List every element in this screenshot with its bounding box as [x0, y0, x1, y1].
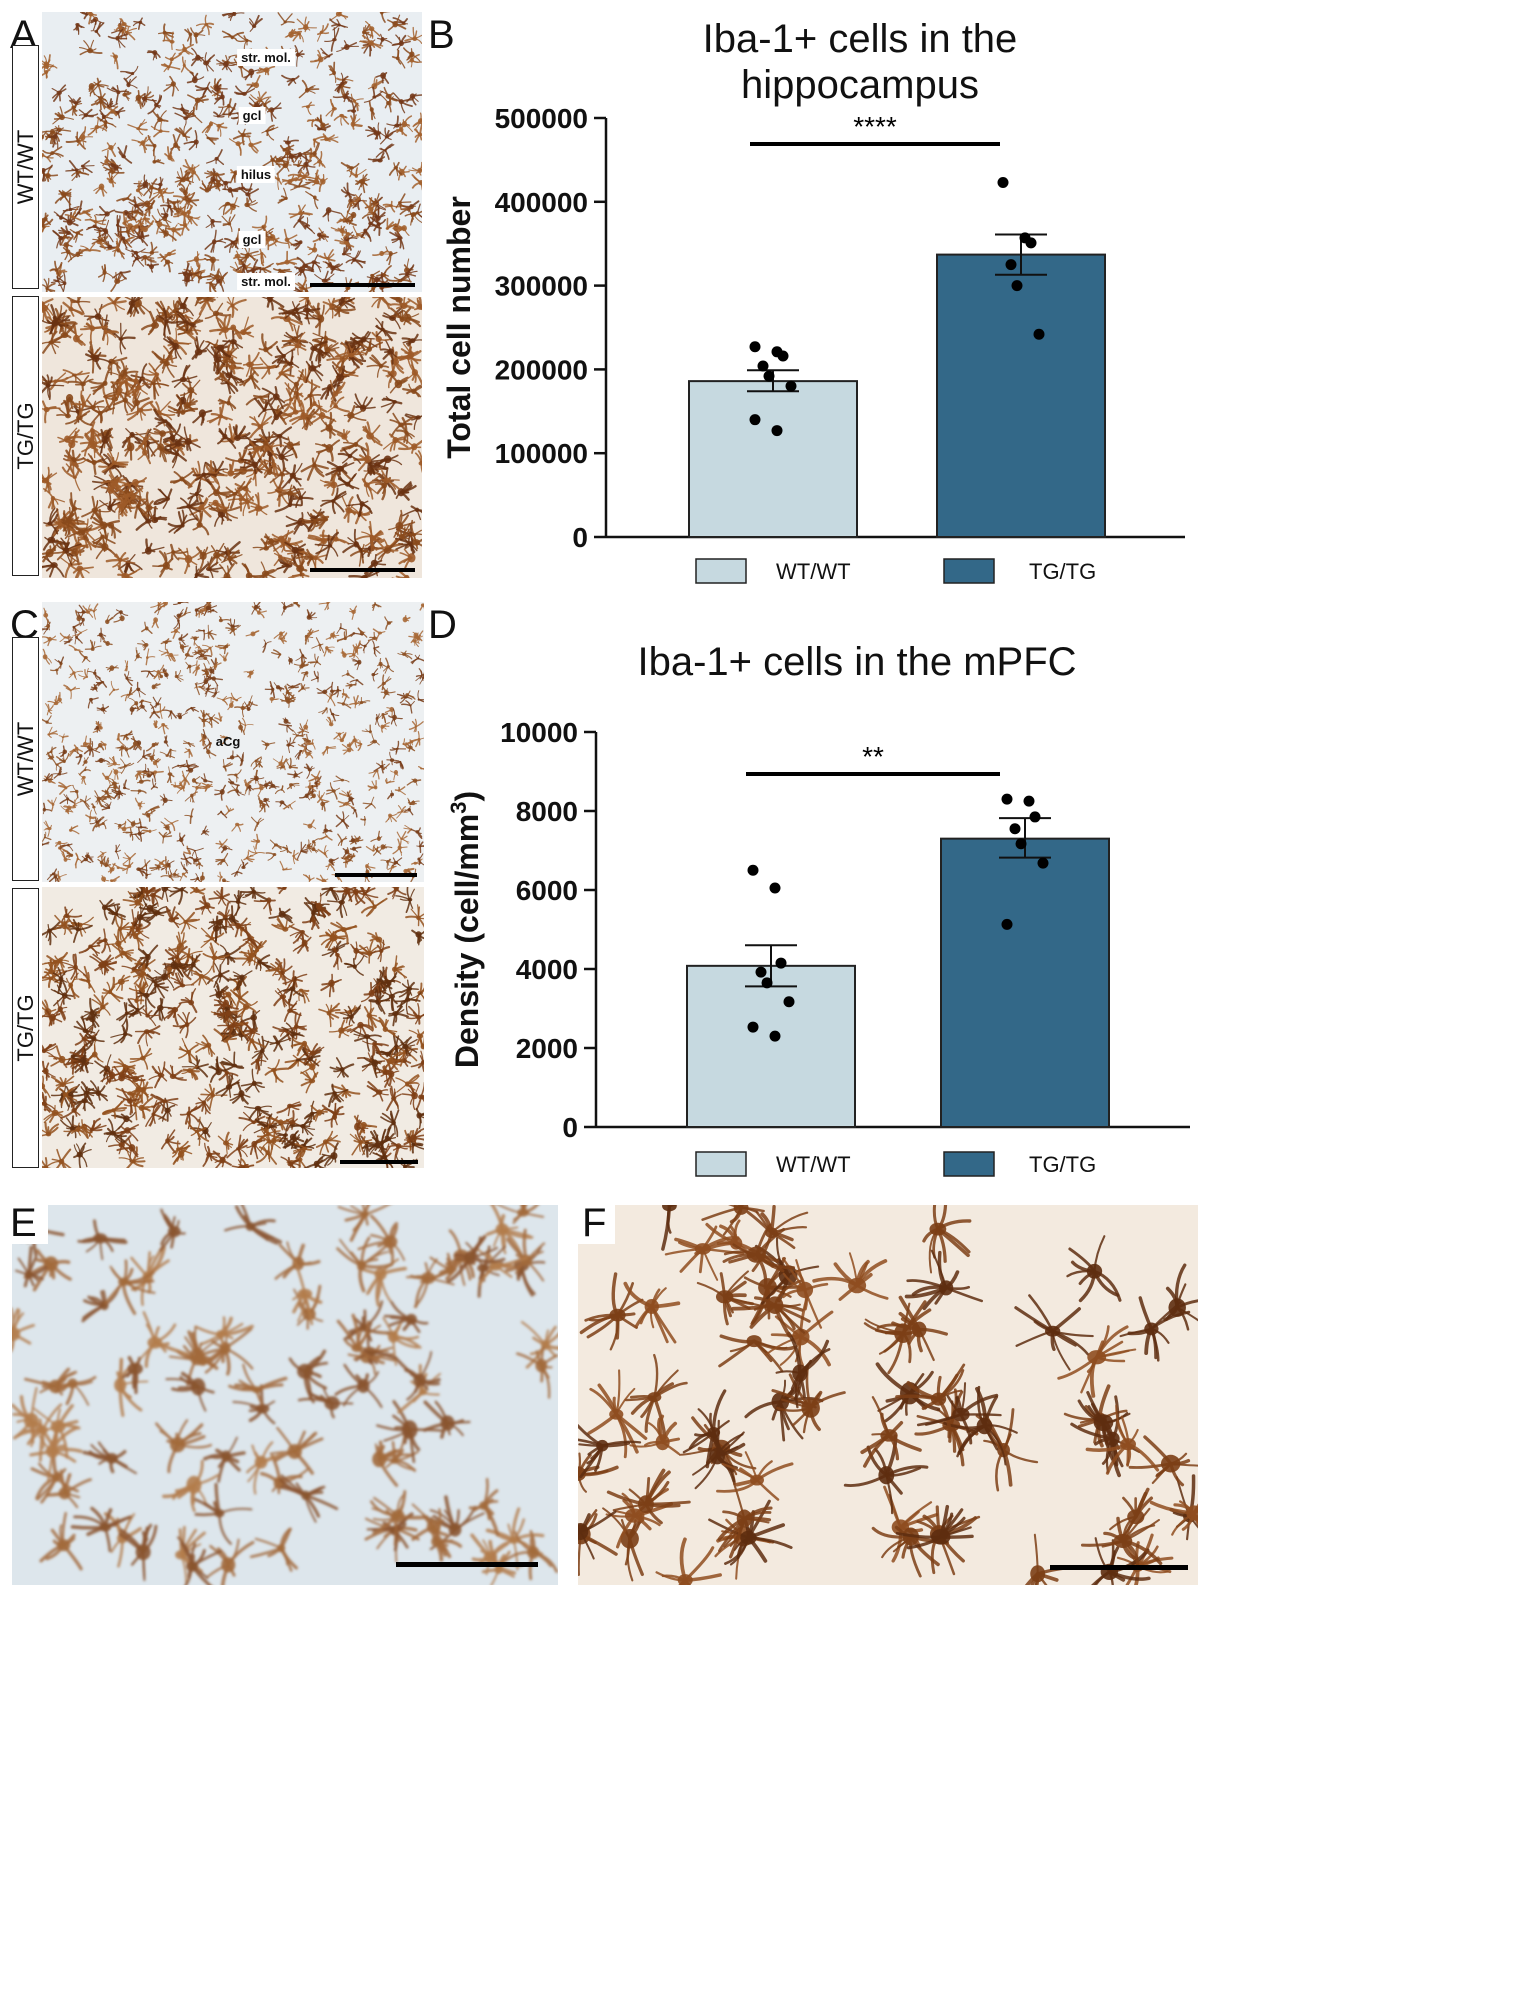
data-point — [755, 966, 767, 978]
data-point — [1009, 823, 1021, 835]
legend-label: WT/WT — [776, 1152, 851, 1177]
y-tick-label: 0 — [562, 1112, 578, 1143]
scale-bar — [396, 1562, 538, 1567]
data-point — [1023, 795, 1035, 807]
data-point — [763, 370, 775, 382]
significance-label: ** — [862, 741, 884, 772]
y-tick-label: 8000 — [516, 796, 578, 827]
y-tick-label: 6000 — [516, 875, 578, 906]
data-point — [747, 1021, 759, 1033]
legend-swatch — [943, 558, 995, 584]
data-point — [757, 360, 769, 372]
micrograph-a-wt — [42, 12, 422, 292]
data-point — [783, 996, 795, 1008]
panel-letter-d: D — [428, 605, 457, 645]
data-point — [1001, 793, 1013, 805]
region-label: hilus — [236, 166, 276, 183]
scale-bar — [310, 568, 415, 572]
y-axis-label: Density (cell/mm3) — [446, 791, 485, 1068]
y-tick-label: 0 — [572, 522, 588, 553]
data-point — [1025, 237, 1037, 249]
scale-bar — [335, 873, 417, 877]
data-point — [777, 350, 789, 362]
panel-letter-box-f — [575, 1200, 615, 1244]
legend-label: WT/WT — [776, 559, 851, 584]
region-label: aCg — [212, 733, 245, 750]
chart-title: hippocampus — [741, 63, 979, 107]
bar-wt-wt — [688, 380, 858, 538]
panel-letter-b: B — [428, 15, 455, 55]
data-point — [1011, 280, 1023, 292]
data-point — [785, 380, 797, 392]
micrograph-a-tg — [42, 297, 422, 578]
genotype-label-wt-c: WT/WT — [12, 637, 39, 881]
region-label: gcl — [238, 231, 266, 248]
data-point — [771, 425, 783, 437]
y-tick-label: 4000 — [516, 954, 578, 985]
data-point — [775, 957, 787, 969]
y-tick-label: 300000 — [495, 271, 588, 302]
chart-title: Iba-1+ cells in the mPFC — [637, 640, 1076, 684]
y-axis-label: Total cell number — [441, 196, 477, 459]
legend-swatch — [695, 1151, 747, 1177]
region-label: gcl — [238, 107, 266, 124]
scale-bar — [1050, 1565, 1188, 1570]
legend-swatch — [943, 1151, 995, 1177]
y-tick-label: 10000 — [500, 717, 578, 748]
significance-label: **** — [853, 111, 897, 142]
bar-tg-tg — [940, 837, 1110, 1128]
y-tick-label: 200000 — [495, 354, 588, 385]
micrograph-c-tg — [42, 887, 424, 1168]
y-tick-label: 500000 — [495, 103, 588, 134]
panel-letter-box-e — [8, 1200, 48, 1244]
data-point — [769, 1030, 781, 1042]
bar-wt-wt — [686, 964, 856, 1128]
scale-bar — [310, 283, 415, 287]
region-label: str. mol. — [237, 273, 295, 290]
data-point — [1037, 857, 1049, 869]
bar-chart-mpfc: Iba-1+ cells in the mPFC Density (cell/mm… — [446, 640, 1190, 1177]
data-point — [1005, 259, 1017, 271]
y-tick-label: 400000 — [495, 187, 588, 218]
micrograph-e-wt-highmag — [12, 1205, 558, 1585]
genotype-label-wt-a: WT/WT — [12, 45, 39, 289]
scale-bar — [340, 1160, 418, 1164]
data-point — [1033, 328, 1045, 340]
genotype-label-tg-c: TG/TG — [12, 888, 39, 1168]
data-point — [747, 864, 759, 876]
y-tick-label: 2000 — [516, 1033, 578, 1064]
legend-label: TG/TG — [1029, 1152, 1096, 1177]
data-point — [769, 882, 781, 894]
bar-tg-tg — [936, 253, 1106, 538]
data-point — [749, 414, 761, 426]
micrograph-f-tg-highmag — [578, 1205, 1198, 1585]
micrograph-c-wt — [42, 602, 424, 882]
data-point — [1015, 838, 1027, 850]
data-point — [997, 177, 1009, 189]
genotype-label-tg-a: TG/TG — [12, 296, 39, 576]
panel-letter-f: F — [582, 1203, 606, 1243]
legend-label: TG/TG — [1029, 559, 1096, 584]
y-tick-label: 100000 — [495, 438, 588, 469]
data-point — [1029, 811, 1041, 823]
data-point — [1001, 918, 1013, 930]
legend-swatch — [695, 558, 747, 584]
data-point — [749, 341, 761, 353]
panel-letter-e: E — [10, 1203, 37, 1243]
region-label: str. mol. — [237, 49, 295, 66]
chart-title: Iba-1+ cells in the — [703, 17, 1018, 61]
data-point — [761, 977, 773, 989]
